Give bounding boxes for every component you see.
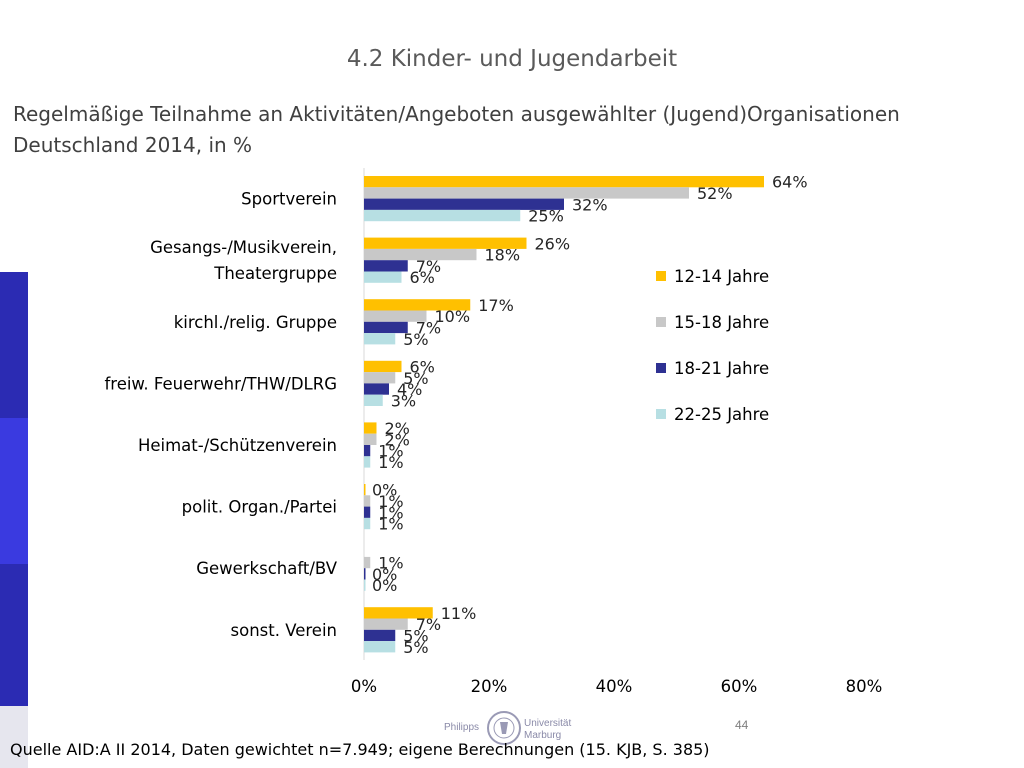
- bar: [364, 517, 371, 530]
- data-label: 10%: [435, 307, 471, 326]
- category-label: Heimat-/Schützenverein: [138, 436, 337, 455]
- bar: [364, 618, 408, 630]
- legend-label: 22-25 Jahre: [674, 405, 769, 424]
- bar: [364, 556, 371, 569]
- data-label: 6%: [410, 357, 435, 376]
- data-label: 0%: [372, 576, 397, 595]
- logo-text-left: Philipps: [444, 722, 479, 733]
- data-label: 2%: [385, 419, 410, 438]
- category-label: kirchl./relig. Gruppe: [174, 313, 337, 332]
- legend-swatch: [656, 363, 666, 373]
- data-label: 1%: [378, 503, 403, 522]
- x-tick-label: 80%: [846, 677, 883, 696]
- bar: [364, 445, 371, 457]
- data-label: 5%: [403, 369, 428, 388]
- bar: [364, 360, 402, 373]
- bar: [364, 209, 521, 222]
- category-label: Gewerkschaft/BV: [196, 559, 338, 578]
- data-label: 64%: [772, 173, 808, 192]
- data-label: 26%: [535, 234, 571, 253]
- bar: [364, 641, 396, 653]
- bar: [364, 248, 477, 261]
- side-bar-middle: [0, 418, 28, 564]
- bar: [364, 237, 527, 249]
- bar: [364, 310, 427, 322]
- legend-swatch: [656, 317, 666, 327]
- data-label: 6%: [410, 268, 435, 287]
- bar: [364, 484, 366, 496]
- data-label: 17%: [478, 296, 514, 315]
- chart-subtitle-line-2: Deutschland 2014, in %: [13, 133, 253, 157]
- logo-text-right-2: Marburg: [524, 730, 561, 741]
- data-label: 1%: [378, 442, 403, 461]
- bar: [364, 176, 764, 188]
- category-label: Sportverein: [241, 190, 337, 209]
- bar: [364, 198, 564, 210]
- data-label: 25%: [528, 207, 564, 226]
- logo-text-right-1: Universität: [524, 718, 571, 729]
- category-label: sonst. Verein: [231, 621, 337, 640]
- bar: [364, 271, 402, 283]
- bar: [364, 394, 383, 406]
- category-label: freiw. Feuerwehr/THW/DLRG: [104, 374, 337, 393]
- data-label: 18%: [485, 246, 521, 265]
- x-tick-label: 20%: [471, 677, 508, 696]
- side-bar-lower: [0, 564, 28, 706]
- data-label: 5%: [403, 330, 428, 349]
- bar: [364, 629, 396, 642]
- side-bar-top: [0, 272, 28, 418]
- bar: [364, 299, 471, 311]
- category-label: Theatergruppe: [213, 264, 337, 283]
- data-label: 5%: [403, 626, 428, 645]
- bar: [364, 260, 408, 272]
- bar: [364, 433, 377, 445]
- university-logo: Philipps Universität Marburg: [444, 711, 571, 745]
- bar: [364, 321, 408, 334]
- data-label: 5%: [403, 638, 428, 657]
- x-tick-label: 40%: [596, 677, 633, 696]
- chart-subtitle-line-1: Regelmäßige Teilnahme an Aktivitäten/Ang…: [13, 102, 900, 126]
- bar: [364, 568, 366, 580]
- data-label: 52%: [697, 184, 733, 203]
- bar-chart: Sportverein 64% 52% 32% 25% Gesangs-/Musikver…: [104, 168, 883, 696]
- legend-label: 18-21 Jahre: [674, 359, 769, 378]
- data-label: 7%: [416, 615, 441, 634]
- bar: [364, 495, 371, 507]
- data-label: 1%: [378, 554, 403, 573]
- bar: [364, 456, 371, 468]
- data-label: 0%: [372, 481, 397, 500]
- university-seal-icon: [487, 711, 521, 745]
- data-label: 11%: [441, 604, 477, 623]
- bar: [364, 607, 433, 619]
- legend-label: 12-14 Jahre: [674, 267, 769, 286]
- category-label: polit. Organ./Partei: [182, 498, 337, 517]
- section-title: 4.2 Kinder- und Jugendarbeit: [346, 46, 678, 72]
- source-note: Quelle AID:A II 2014, Daten gewichtet n=…: [10, 740, 710, 759]
- bar: [364, 383, 389, 395]
- bar: [364, 422, 377, 434]
- page-number: 44: [735, 718, 749, 732]
- data-label: 3%: [391, 391, 416, 410]
- bar: [364, 579, 366, 591]
- data-label: 2%: [385, 430, 410, 449]
- bar: [364, 333, 396, 345]
- data-label: 0%: [372, 565, 397, 584]
- side-bar-bottom: [0, 706, 28, 768]
- data-label: 7%: [416, 257, 441, 276]
- data-label: 32%: [572, 195, 608, 214]
- x-tick-label: 0%: [351, 677, 377, 696]
- bar: [364, 372, 396, 384]
- data-label: 4%: [397, 380, 422, 399]
- legend-label: 15-18 Jahre: [674, 313, 769, 332]
- data-label: 1%: [378, 515, 403, 534]
- bar: [364, 187, 689, 199]
- bar: [364, 506, 371, 518]
- legend-swatch: [656, 409, 666, 419]
- data-label: 7%: [416, 318, 441, 337]
- x-tick-label: 60%: [721, 677, 758, 696]
- category-label: Gesangs-/Musikverein,: [150, 238, 337, 257]
- data-label: 1%: [378, 453, 403, 472]
- legend-swatch: [656, 271, 666, 281]
- data-label: 1%: [378, 492, 403, 511]
